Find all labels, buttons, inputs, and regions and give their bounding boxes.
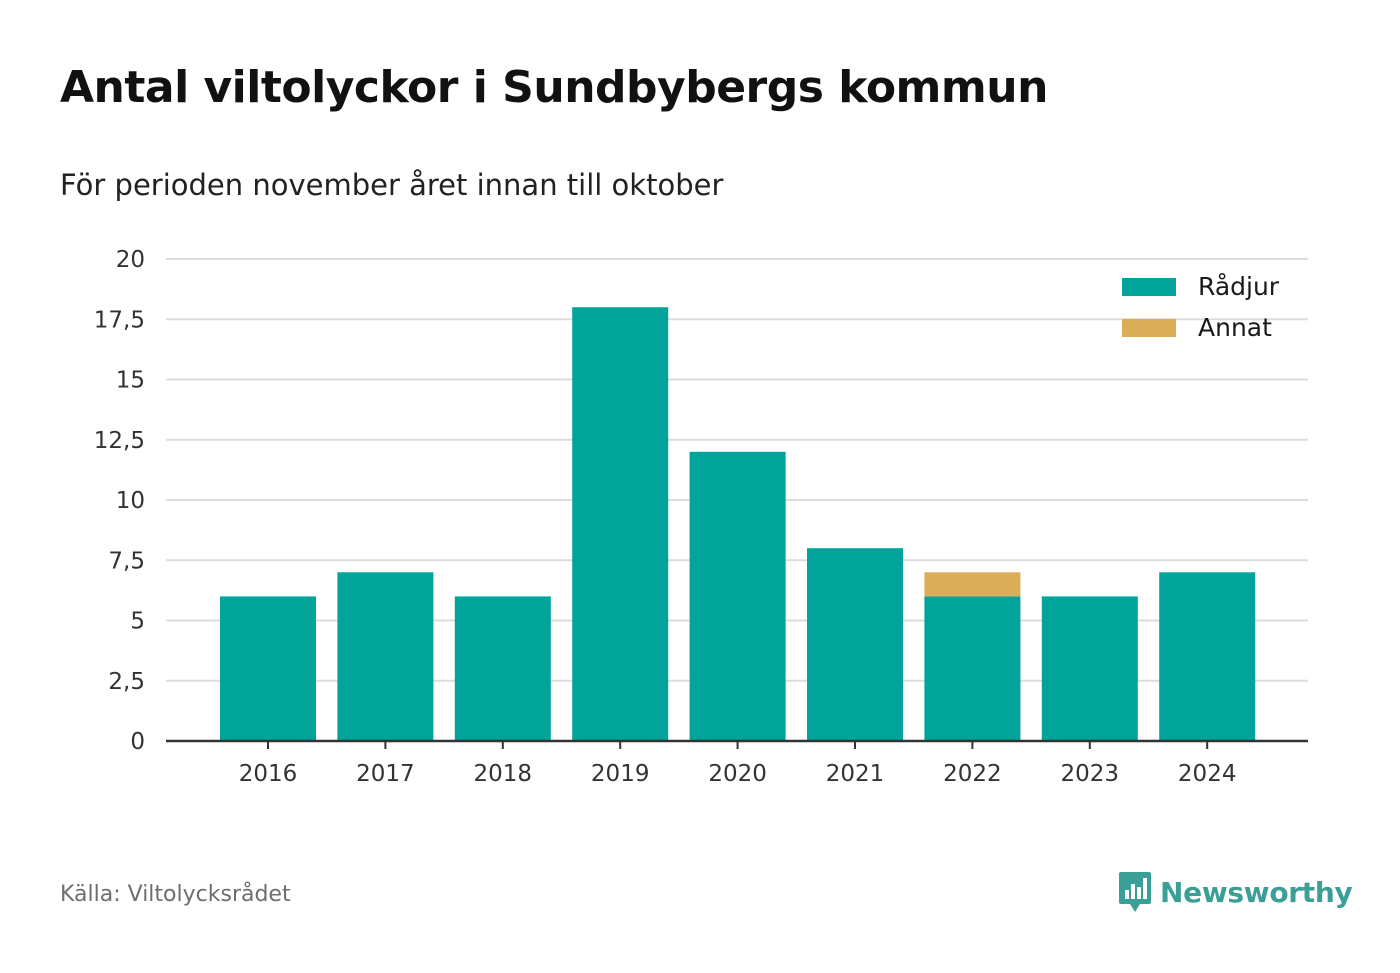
- bar-r-djur-2017: [337, 572, 434, 741]
- y-tick-label: 5: [130, 609, 145, 635]
- legend-item-radjur: Rådjur: [1122, 266, 1279, 307]
- x-tick-label: 2023: [1061, 761, 1120, 787]
- legend-label-radjur: Rådjur: [1198, 272, 1280, 301]
- bar-r-djur-2019: [572, 307, 669, 741]
- bar-r-djur-2020: [689, 451, 786, 741]
- source-note: Källa: Viltolycksrådet: [60, 882, 291, 907]
- bars: [220, 307, 1256, 741]
- legend-swatch-annat: [1122, 318, 1176, 337]
- bar-r-djur-2023: [1041, 596, 1138, 741]
- x-tick-label: 2021: [826, 761, 885, 787]
- y-tick-label: 0: [130, 729, 145, 755]
- y-tick-label: 12,5: [94, 428, 145, 454]
- x-tick-label: 2024: [1178, 761, 1237, 787]
- bar-r-djur-2018: [454, 596, 551, 741]
- y-tick-label: 7,5: [108, 548, 145, 574]
- bar-r-djur-2024: [1159, 572, 1256, 741]
- y-axis-tick-labels: 0 2,5 5 7,5 10 12,5 15 17,5 20: [94, 247, 145, 755]
- y-tick-label: 2,5: [108, 669, 145, 695]
- chart-subtitle: För perioden november året innan till ok…: [60, 168, 724, 202]
- bar-r-djur-2022: [924, 596, 1021, 741]
- newsworthy-bar-chart-speech-bubble-icon: [1119, 872, 1151, 912]
- x-tick-label: 2018: [474, 761, 533, 787]
- x-tick-label: 2017: [356, 761, 415, 787]
- x-axis-tick-labels: 2016 2017 2018 2019 2020 2021 2022 2023 2024: [239, 761, 1237, 787]
- x-axis: [166, 739, 1308, 749]
- x-tick-label: 2020: [708, 761, 767, 787]
- y-tick-label: 20: [116, 247, 145, 273]
- bar-r-djur-2021: [807, 548, 903, 741]
- x-tick-label: 2019: [591, 761, 650, 787]
- y-tick-label: 17,5: [94, 307, 145, 333]
- chart-title: Antal viltolyckor i Sundbybergs kommun: [60, 62, 1048, 113]
- bar-annat-2022: [924, 572, 1021, 597]
- y-tick-label: 15: [116, 368, 145, 394]
- chart-legend: Rådjur Annat: [1122, 266, 1279, 348]
- brand-name: Newsworthy: [1160, 875, 1353, 909]
- bar-r-djur-2016: [220, 596, 316, 741]
- legend-label-annat: Annat: [1198, 313, 1272, 342]
- legend-item-annat: Annat: [1122, 307, 1279, 348]
- legend-swatch-radjur: [1122, 277, 1176, 296]
- brand-logo: Newsworthy: [1118, 870, 1353, 914]
- x-tick-label: 2022: [943, 761, 1002, 787]
- x-tick-label: 2016: [239, 761, 298, 787]
- y-tick-label: 10: [116, 488, 145, 514]
